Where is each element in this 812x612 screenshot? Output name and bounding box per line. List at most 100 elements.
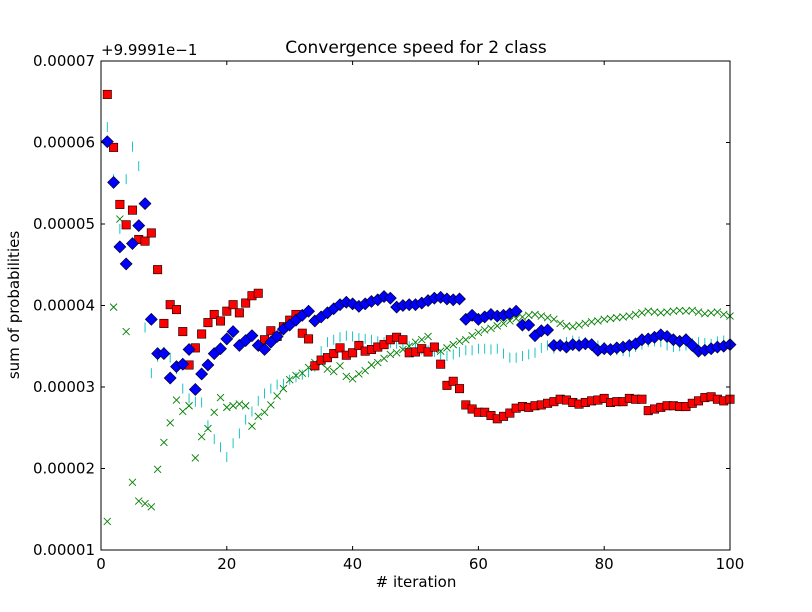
series-2-point [273,392,281,400]
series-1-point [335,343,345,353]
x-tick-label: 40 [343,555,362,573]
series-1-point [297,328,307,338]
series-0-point [383,291,397,305]
x-axis-label: # iteration [376,573,457,591]
series-2-point [568,322,577,331]
series-1-point [140,236,150,246]
series-1-point [329,349,339,359]
series-1-point [222,306,232,316]
series-0-point [132,219,146,233]
series-2-point [386,350,395,359]
series-1-point [203,318,213,328]
series-1-point [159,318,169,328]
series-0-point [119,257,133,271]
series-2-point [160,438,168,447]
series-2-point [669,307,678,316]
series-2-point [141,499,149,508]
x-tick-label: 80 [595,555,614,573]
series-2-point [367,361,376,369]
x-tick-label: 0 [96,555,106,573]
series-2-point [468,331,476,340]
series-2-point [443,344,451,352]
series-1-point [197,329,207,339]
series-1-point [455,384,465,394]
series-2-point [506,317,514,325]
y-tick-label: 0.00006 [33,134,95,152]
series-2-point [556,319,564,328]
series-1-point [354,340,364,350]
series-2-point [619,313,627,321]
series-2-point [550,315,558,324]
series-1-point [637,394,647,404]
series-2-point [682,307,690,316]
series-2-point [493,322,502,330]
series-0-point [126,237,139,250]
series-2-point [650,308,659,316]
series-0-point [270,330,284,343]
series-2-point [562,322,571,330]
series-2-point [267,401,275,409]
series-1-point [348,348,358,358]
series-2-point [128,478,137,487]
series-0-point [100,135,114,149]
series-2-point [185,401,193,410]
series-2-point [625,312,634,320]
series-0-point [182,343,196,356]
series-0-point [107,176,121,189]
series-1-point [234,308,244,318]
series-2-point [380,354,388,363]
series-2-point [323,365,332,373]
series-2-point [241,401,250,410]
series-2-point [462,335,470,344]
y-tick-label: 0.00004 [33,297,95,315]
series-2-point [707,309,715,317]
series-2-point [361,366,369,375]
series-1-point [115,199,125,209]
series-1-point [310,361,320,371]
series-1-point [253,288,263,298]
x-tick-label: 20 [217,555,236,573]
series-0-point [214,342,227,356]
series-2-point [210,408,219,417]
series-2-point [248,422,256,430]
data-marks [100,89,737,526]
series-2-point [197,432,206,441]
series-1-point [121,220,131,230]
series-2-point [191,454,200,462]
series-2-point [600,315,609,324]
series-2-point [373,358,382,367]
series-1-point [216,316,226,326]
series-0-point [245,329,259,343]
series-2-point [487,324,495,333]
series-2-point [638,309,646,317]
series-2-point [480,326,489,334]
series-2-point [417,335,426,344]
series-1-point [423,347,433,357]
series-2-point [518,313,527,321]
series-1-point [165,300,175,310]
series-2-point [216,393,225,402]
series-2-point [606,314,615,323]
series-2-point [587,317,596,326]
series-1-point [102,89,112,99]
series-2-point [543,313,552,322]
series-2-point [204,424,212,433]
series-2-point [103,517,112,526]
series-1-point [505,408,515,418]
series-1-point [429,342,439,352]
series-1-point [398,335,408,345]
series-2-point [575,321,583,329]
series-2-point [134,497,143,505]
series-2-point [713,308,722,316]
series-1-point [436,359,446,369]
series-0-point [195,367,209,381]
series-2-point [166,419,175,427]
series-1-point [109,142,119,152]
y-tick-label: 0.00005 [33,215,95,233]
series-2-point [701,309,709,318]
series-1-point [209,309,219,319]
series-2-point [424,332,432,341]
series-2-point [222,403,231,412]
y-tick-label: 0.00002 [33,460,95,478]
